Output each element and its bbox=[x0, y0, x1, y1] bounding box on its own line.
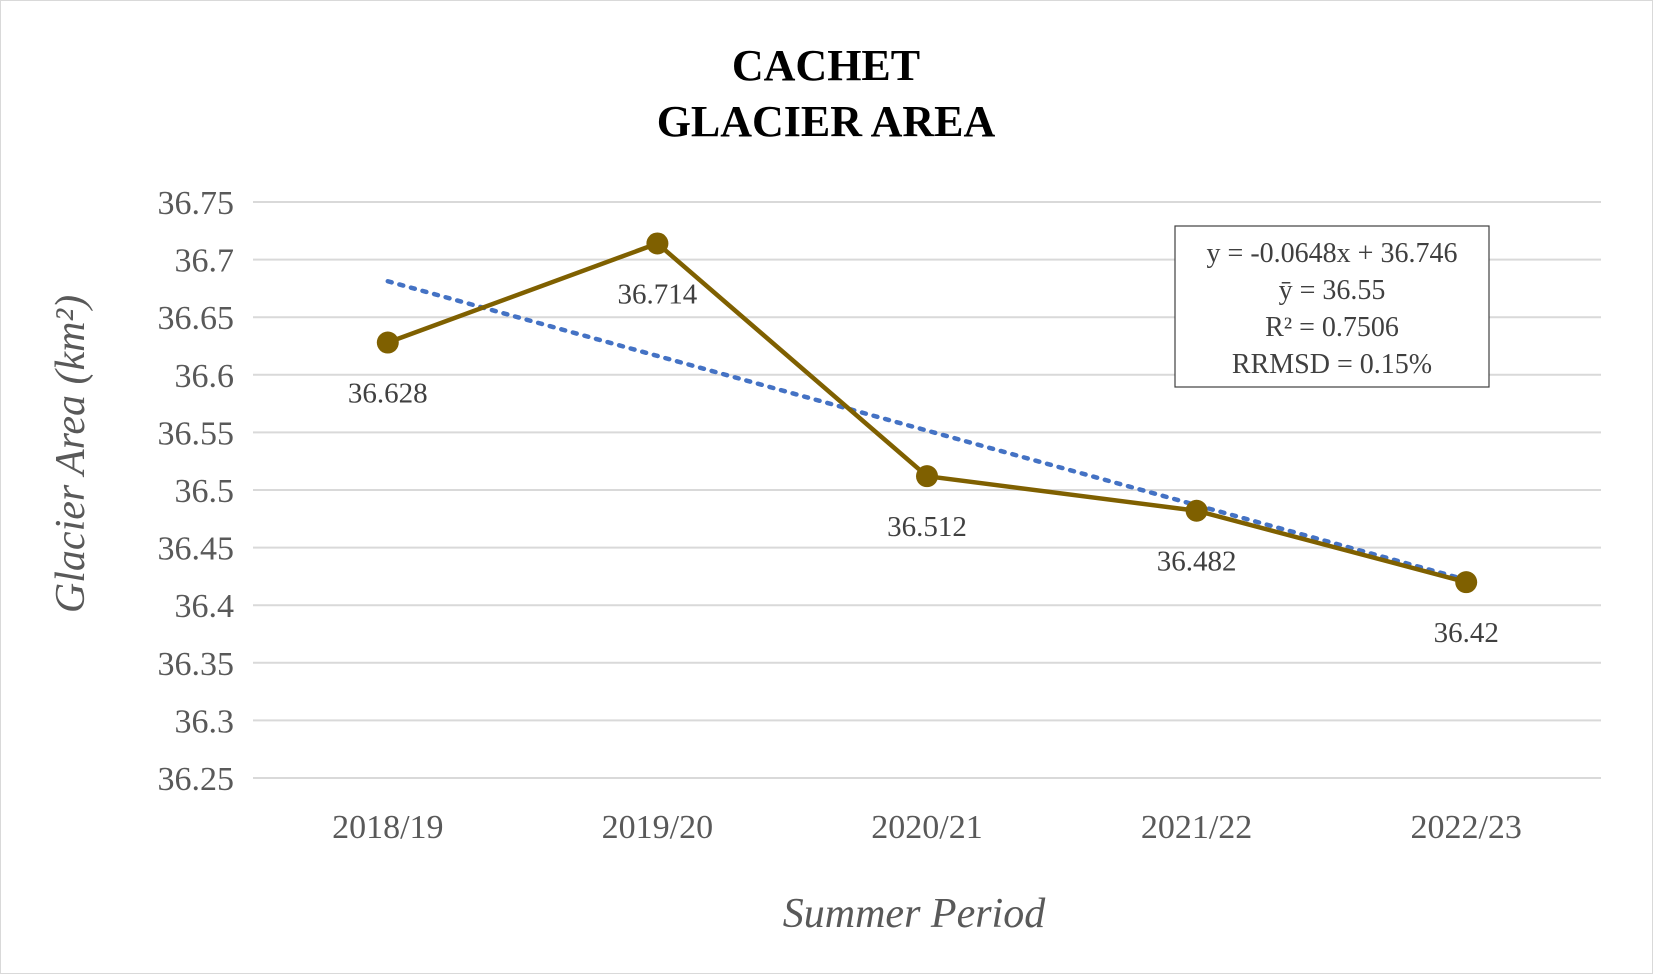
data-labels: 36.628 36.714 36.512 36.482 36.42 bbox=[348, 278, 1499, 649]
equation-box: y = -0.0648x + 36.746 ȳ = 36.55 R² = 0.7… bbox=[1174, 225, 1490, 388]
x-axis-ticks: 2018/19 2019/20 2020/21 2021/22 2022/23 bbox=[332, 809, 1522, 846]
data-label: 36.714 bbox=[618, 278, 698, 310]
data-point bbox=[376, 331, 399, 354]
data-point bbox=[916, 465, 938, 488]
y-tick-label: 36.45 bbox=[158, 531, 235, 568]
y-tick-label: 36.25 bbox=[158, 761, 235, 798]
equation-line-1: y = -0.0648x + 36.746 bbox=[1207, 238, 1458, 269]
y-tick-label: 36.6 bbox=[175, 358, 235, 395]
chart-title-line-1: CACHET bbox=[732, 41, 920, 90]
chart-title: CACHET GLACIER AREA bbox=[657, 41, 996, 146]
data-label: 36.512 bbox=[887, 511, 967, 543]
equation-line-2: ȳ = 36.55 bbox=[1279, 275, 1386, 306]
data-point bbox=[1455, 571, 1478, 594]
equation-line-3: R² = 0.7506 bbox=[1265, 312, 1399, 343]
data-point bbox=[1185, 499, 1208, 522]
chart-title-line-2: GLACIER AREA bbox=[657, 97, 996, 146]
data-label: 36.42 bbox=[1434, 617, 1499, 649]
equation-line-4: RRMSD = 0.15% bbox=[1232, 349, 1432, 380]
equation-box-frame bbox=[1174, 225, 1490, 388]
y-tick-label: 36.4 bbox=[175, 588, 235, 625]
y-tick-label: 36.5 bbox=[175, 473, 235, 510]
x-tick-label: 2018/19 bbox=[332, 809, 443, 846]
x-tick-label: 2019/20 bbox=[602, 809, 713, 846]
series bbox=[376, 232, 1478, 594]
y-axis-ticks: 36.25 36.3 36.35 36.4 36.45 36.5 36.55 36.6 36.6… bbox=[158, 185, 235, 798]
data-label: 36.628 bbox=[348, 378, 428, 410]
x-tick-label: 2020/21 bbox=[871, 809, 982, 846]
gridlines bbox=[253, 201, 1601, 779]
y-axis-title: Glacier Area (km²) bbox=[48, 295, 94, 613]
y-tick-label: 36.7 bbox=[175, 243, 235, 280]
data-point bbox=[646, 232, 669, 255]
x-tick-label: 2022/23 bbox=[1410, 809, 1521, 846]
y-tick-label: 36.35 bbox=[158, 646, 235, 683]
y-tick-label: 36.75 bbox=[158, 185, 235, 222]
y-tick-label: 36.3 bbox=[175, 703, 235, 740]
x-tick-label: 2021/22 bbox=[1141, 809, 1252, 846]
y-tick-label: 36.65 bbox=[158, 300, 235, 337]
data-label: 36.482 bbox=[1157, 546, 1237, 578]
y-tick-label: 36.55 bbox=[158, 415, 235, 452]
x-axis-title: Summer Period bbox=[783, 891, 1046, 937]
